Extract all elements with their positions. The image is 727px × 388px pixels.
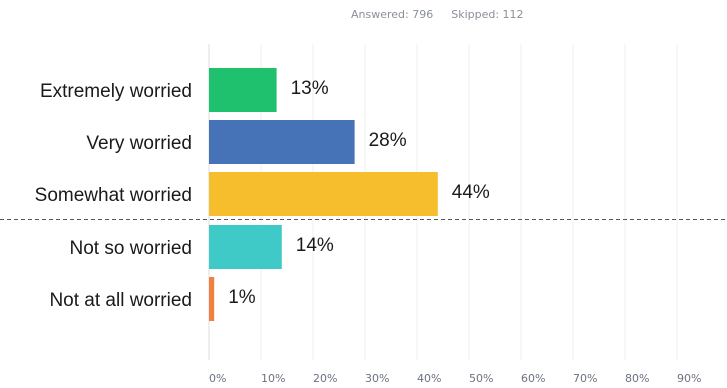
tick-label: 50% bbox=[469, 372, 493, 385]
tick-label: 0% bbox=[209, 372, 226, 385]
value-label: 13% bbox=[291, 78, 329, 99]
value-label: 14% bbox=[296, 235, 334, 256]
value-label: 28% bbox=[369, 130, 407, 151]
tick-label: 20% bbox=[313, 372, 337, 385]
category-label: Not at all worried bbox=[49, 290, 192, 311]
bar[interactable] bbox=[209, 172, 438, 216]
tick-label: 80% bbox=[625, 372, 649, 385]
response-stats: Answered: 796 Skipped: 112 bbox=[351, 8, 524, 21]
value-label: 44% bbox=[452, 182, 490, 203]
tick-label: 40% bbox=[417, 372, 441, 385]
tick-label: 30% bbox=[365, 372, 389, 385]
bar[interactable] bbox=[209, 120, 355, 164]
value-label: 1% bbox=[228, 287, 256, 308]
category-label: Very worried bbox=[86, 133, 192, 154]
category-label: Extremely worried bbox=[40, 81, 192, 102]
category-label: Not so worried bbox=[70, 238, 193, 259]
tick-label: 90% bbox=[677, 372, 701, 385]
category-label: Somewhat worried bbox=[35, 185, 192, 206]
bar[interactable] bbox=[209, 225, 282, 269]
tick-label: 60% bbox=[521, 372, 545, 385]
bar[interactable] bbox=[209, 277, 215, 321]
skipped-count: Skipped: 112 bbox=[451, 8, 524, 21]
answered-count: Answered: 796 bbox=[351, 8, 434, 21]
tick-label: 70% bbox=[573, 372, 597, 385]
bar[interactable] bbox=[209, 68, 277, 112]
tick-label: 10% bbox=[261, 372, 285, 385]
